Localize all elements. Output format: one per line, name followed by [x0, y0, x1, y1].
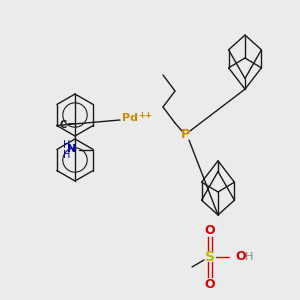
Text: N: N [67, 145, 76, 154]
Text: H: H [245, 252, 254, 262]
Text: S: S [205, 250, 215, 264]
Text: −: − [67, 118, 76, 128]
Text: O: O [235, 250, 246, 263]
Text: O: O [205, 278, 215, 290]
Text: Pd: Pd [122, 113, 138, 123]
Text: O: O [205, 224, 215, 236]
Text: H: H [64, 140, 71, 149]
Text: C: C [60, 121, 67, 130]
Text: P: P [180, 128, 190, 142]
Text: ++: ++ [138, 110, 152, 119]
Text: H: H [64, 149, 71, 160]
